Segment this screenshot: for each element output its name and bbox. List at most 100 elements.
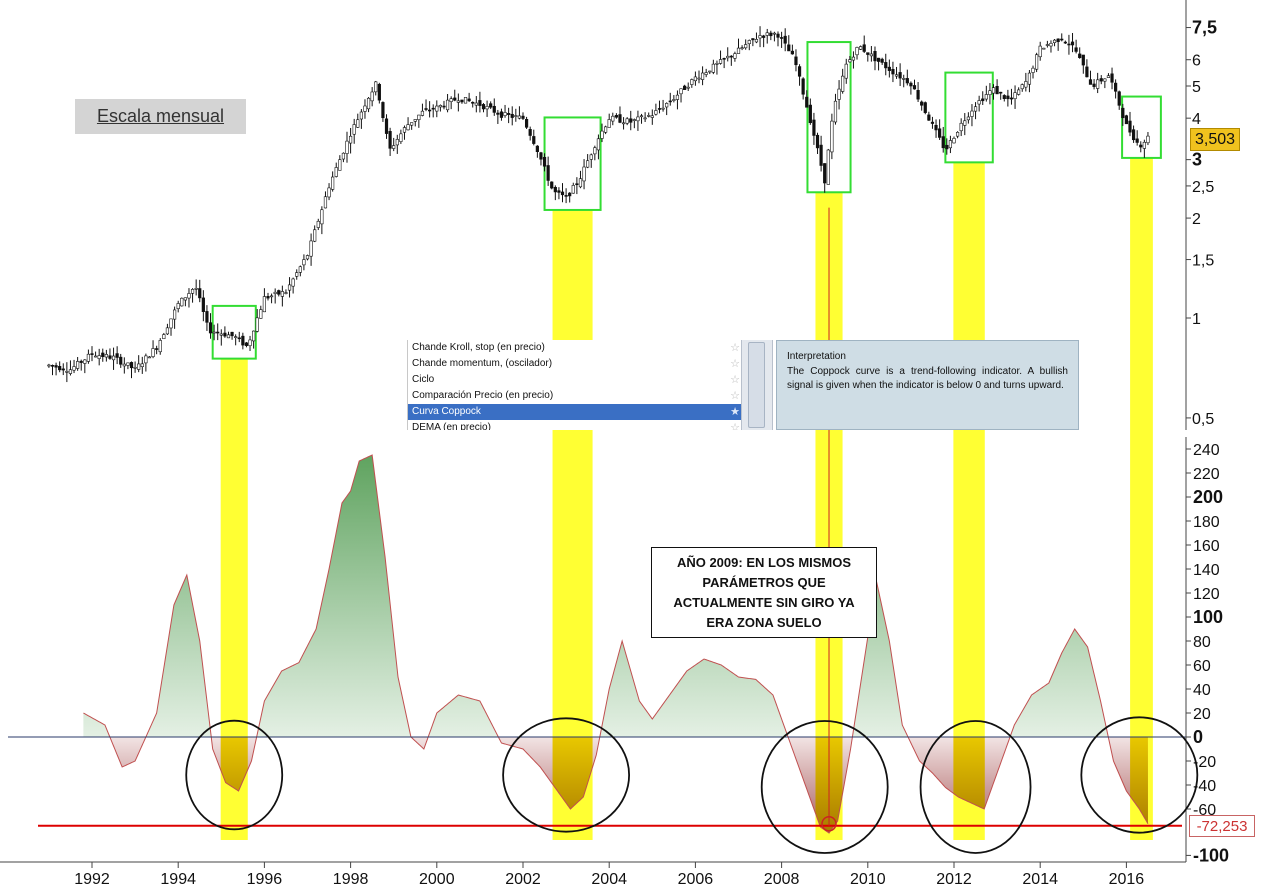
oscillator-tick-label: 160 bbox=[1193, 538, 1220, 555]
candle-body bbox=[155, 348, 159, 350]
star-icon[interactable]: ☆ bbox=[730, 358, 740, 370]
candle-body bbox=[503, 112, 507, 116]
star-icon[interactable]: ☆ bbox=[730, 342, 740, 354]
oscillator-tick-label: 140 bbox=[1193, 562, 1220, 579]
candle-body bbox=[320, 209, 324, 225]
highlight-band bbox=[552, 209, 593, 841]
candle-body bbox=[356, 119, 360, 128]
price-tick-label: 7,5 bbox=[1192, 18, 1217, 38]
star-icon[interactable]: ☆ bbox=[730, 422, 740, 430]
list-scrollbar[interactable] bbox=[741, 340, 773, 430]
year-tick-label: 2016 bbox=[1109, 871, 1145, 888]
indicator-list-item[interactable]: Ciclo ☆ bbox=[408, 372, 742, 388]
candle-body bbox=[280, 291, 284, 297]
oscillator-tick-label: 220 bbox=[1193, 466, 1220, 483]
candle-body bbox=[50, 365, 55, 367]
indicator-list-item-selected[interactable]: Curva Coppock ★ bbox=[408, 404, 742, 420]
last-price-badge: 3,503 bbox=[1190, 128, 1240, 151]
candle-body bbox=[726, 55, 730, 59]
star-icon[interactable]: ★ bbox=[730, 406, 740, 418]
candle-body bbox=[1045, 44, 1049, 46]
indicator-list-item[interactable]: DEMA (en precio) ☆ bbox=[408, 420, 742, 430]
candle-body bbox=[413, 119, 417, 122]
highlight-box bbox=[1121, 95, 1162, 159]
oscillator-tick-label: 240 bbox=[1193, 442, 1220, 459]
candle-body bbox=[650, 115, 654, 118]
candle-body bbox=[1088, 79, 1093, 85]
year-tick-label: 1998 bbox=[333, 871, 369, 888]
candle-body bbox=[417, 114, 421, 121]
candle-body bbox=[1017, 89, 1021, 95]
candle-body bbox=[284, 292, 288, 294]
candle-body bbox=[1096, 79, 1100, 89]
candle-body bbox=[542, 156, 547, 167]
candle-body bbox=[535, 145, 539, 152]
candle-body bbox=[208, 322, 213, 334]
candle-body bbox=[1042, 47, 1046, 50]
candle-body bbox=[690, 79, 694, 85]
candle-body bbox=[1013, 92, 1017, 100]
scale-label[interactable]: Escala mensual bbox=[75, 99, 246, 134]
candle-body bbox=[463, 97, 468, 104]
candle-body bbox=[410, 122, 414, 126]
candle-body bbox=[625, 118, 629, 124]
price-tick-label: 1,5 bbox=[1192, 253, 1214, 270]
oscillator-tick-label: -60 bbox=[1193, 802, 1216, 819]
star-icon[interactable]: ☆ bbox=[730, 374, 740, 386]
candle-body bbox=[481, 104, 486, 110]
candle-body bbox=[862, 44, 866, 52]
candle-body bbox=[108, 355, 112, 359]
year-tick-label: 1994 bbox=[160, 871, 196, 888]
candle-body bbox=[708, 70, 712, 73]
candle-body bbox=[507, 113, 511, 115]
candle-body bbox=[1139, 144, 1143, 148]
candle-body bbox=[90, 353, 94, 355]
candle-body bbox=[1074, 47, 1078, 52]
candle-body bbox=[557, 190, 561, 193]
candle-body bbox=[733, 53, 737, 59]
indicator-list-item[interactable]: Comparación Precio (en precio) ☆ bbox=[408, 388, 742, 404]
band-negative-overlap bbox=[953, 737, 985, 809]
candle-body bbox=[273, 291, 277, 294]
interpretation-title: Interpretation bbox=[787, 351, 846, 362]
candle-body bbox=[241, 335, 245, 346]
candle-body bbox=[381, 102, 385, 119]
star-icon[interactable]: ☆ bbox=[730, 390, 740, 402]
oscillator-tick-label: 40 bbox=[1193, 682, 1211, 699]
year-tick-label: 2010 bbox=[850, 871, 886, 888]
candle-body bbox=[837, 88, 841, 100]
candle-body bbox=[941, 136, 945, 149]
candle-body bbox=[776, 33, 780, 38]
candle-body bbox=[291, 278, 295, 287]
oscillator-tick-label: 200 bbox=[1193, 487, 1223, 507]
candle-body bbox=[1070, 41, 1075, 46]
candle-body bbox=[388, 131, 392, 149]
candle-body bbox=[715, 63, 719, 65]
candle-body bbox=[639, 115, 644, 118]
scrollbar-thumb[interactable] bbox=[748, 342, 765, 428]
candle-body bbox=[521, 115, 525, 119]
candle-body bbox=[111, 355, 116, 361]
candle-body bbox=[586, 160, 590, 168]
candle-body bbox=[779, 37, 784, 39]
candle-body bbox=[352, 124, 356, 135]
candle-body bbox=[582, 166, 586, 182]
oscillator-tick-label: 180 bbox=[1193, 514, 1220, 531]
candle-body bbox=[783, 35, 787, 44]
candle-body bbox=[945, 144, 949, 150]
indicator-list-item[interactable]: Chande Kroll, stop (en precio) ☆ bbox=[408, 340, 742, 356]
candle-body bbox=[1117, 91, 1121, 106]
indicator-list-item[interactable]: Chande momentum, (oscilador) ☆ bbox=[408, 356, 742, 372]
candle-body bbox=[453, 97, 457, 101]
candle-body bbox=[524, 119, 529, 128]
candle-body bbox=[338, 159, 342, 171]
candle-body bbox=[636, 116, 640, 122]
candle-body bbox=[424, 108, 428, 110]
candle-body bbox=[262, 296, 267, 313]
indicator-list[interactable]: Chande Kroll, stop (en precio) ☆ Chande m… bbox=[407, 340, 742, 430]
interpretation-text: The Coppock curve is a trend-following i… bbox=[787, 366, 1068, 391]
year-tick-label: 2004 bbox=[591, 871, 627, 888]
candle-body bbox=[995, 85, 999, 95]
candle-body bbox=[1146, 135, 1150, 144]
candle-body bbox=[999, 91, 1003, 94]
